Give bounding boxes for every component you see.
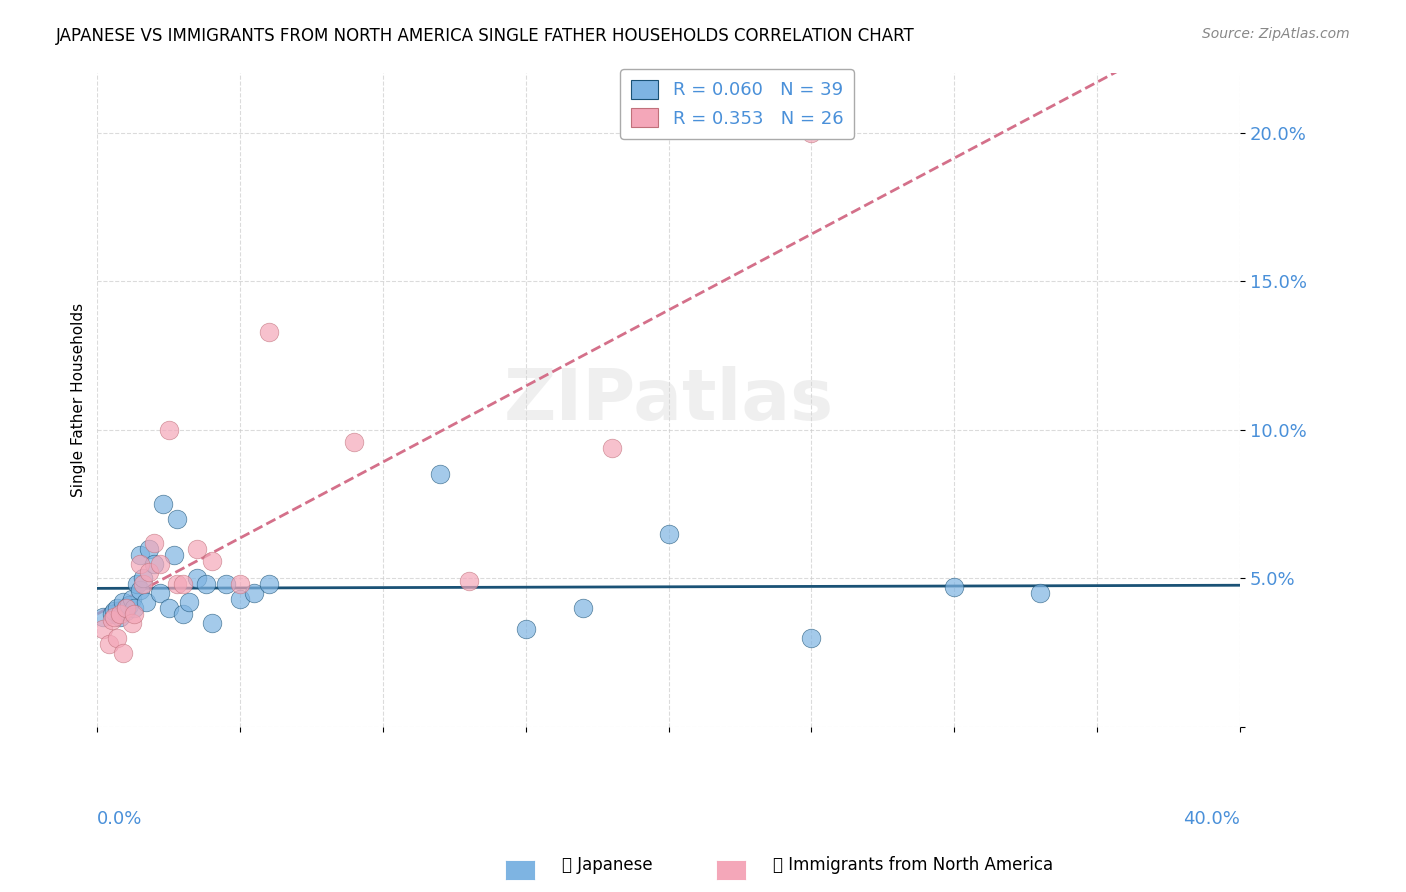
Point	[943, 580, 966, 594]
Point	[129, 583, 152, 598]
Legend: R = 0.060   N = 39, R = 0.353   N = 26: R = 0.060 N = 39, R = 0.353 N = 26	[620, 70, 853, 138]
Point	[243, 586, 266, 600]
Point	[132, 577, 155, 591]
Point	[600, 441, 623, 455]
Point	[115, 604, 138, 618]
Point	[172, 607, 194, 621]
Point	[135, 595, 157, 609]
Point	[108, 610, 131, 624]
Point	[112, 646, 135, 660]
Point	[229, 592, 252, 607]
Point	[127, 577, 149, 591]
Text: 0.0%: 0.0%	[97, 810, 143, 828]
Point	[166, 512, 188, 526]
Point	[121, 615, 143, 630]
Point	[132, 571, 155, 585]
Point	[121, 592, 143, 607]
Point	[152, 497, 174, 511]
Point	[112, 595, 135, 609]
Point	[97, 637, 120, 651]
Point	[1029, 586, 1052, 600]
Point	[658, 526, 681, 541]
Point	[201, 553, 224, 567]
Point	[124, 607, 146, 621]
Point	[157, 601, 180, 615]
Point	[186, 571, 208, 585]
Point	[177, 595, 200, 609]
Point	[115, 601, 138, 615]
Point	[149, 586, 172, 600]
Point	[429, 467, 451, 482]
Point	[186, 541, 208, 556]
Point	[129, 557, 152, 571]
Point	[572, 601, 595, 615]
Point	[103, 604, 125, 618]
Point	[800, 126, 823, 140]
Point	[143, 557, 166, 571]
Point	[100, 613, 122, 627]
Point	[105, 631, 128, 645]
Point	[215, 577, 238, 591]
Point	[201, 615, 224, 630]
Text: ⬜ Immigrants from North America: ⬜ Immigrants from North America	[773, 856, 1053, 874]
Text: ZIPatlas: ZIPatlas	[503, 366, 834, 434]
Point	[91, 622, 114, 636]
Point	[105, 601, 128, 615]
Point	[149, 557, 172, 571]
Point	[194, 577, 217, 591]
Point	[129, 548, 152, 562]
Text: 40.0%: 40.0%	[1182, 810, 1240, 828]
Point	[229, 577, 252, 591]
Point	[157, 423, 180, 437]
Text: Source: ZipAtlas.com: Source: ZipAtlas.com	[1202, 27, 1350, 41]
Text: ⬜ Japanese: ⬜ Japanese	[562, 856, 652, 874]
Point	[515, 622, 537, 636]
Point	[100, 607, 122, 621]
Point	[457, 574, 479, 589]
Point	[115, 601, 138, 615]
Point	[343, 434, 366, 449]
Point	[163, 548, 186, 562]
Point	[138, 541, 160, 556]
Point	[143, 535, 166, 549]
Point	[800, 631, 823, 645]
Point	[118, 598, 141, 612]
Point	[257, 577, 280, 591]
Point	[103, 610, 125, 624]
Point	[257, 325, 280, 339]
Point	[91, 610, 114, 624]
Point	[138, 566, 160, 580]
Text: JAPANESE VS IMMIGRANTS FROM NORTH AMERICA SINGLE FATHER HOUSEHOLDS CORRELATION C: JAPANESE VS IMMIGRANTS FROM NORTH AMERIC…	[56, 27, 915, 45]
Y-axis label: Single Father Households: Single Father Households	[72, 303, 86, 497]
Point	[172, 577, 194, 591]
Point	[124, 601, 146, 615]
Point	[108, 607, 131, 621]
Point	[166, 577, 188, 591]
